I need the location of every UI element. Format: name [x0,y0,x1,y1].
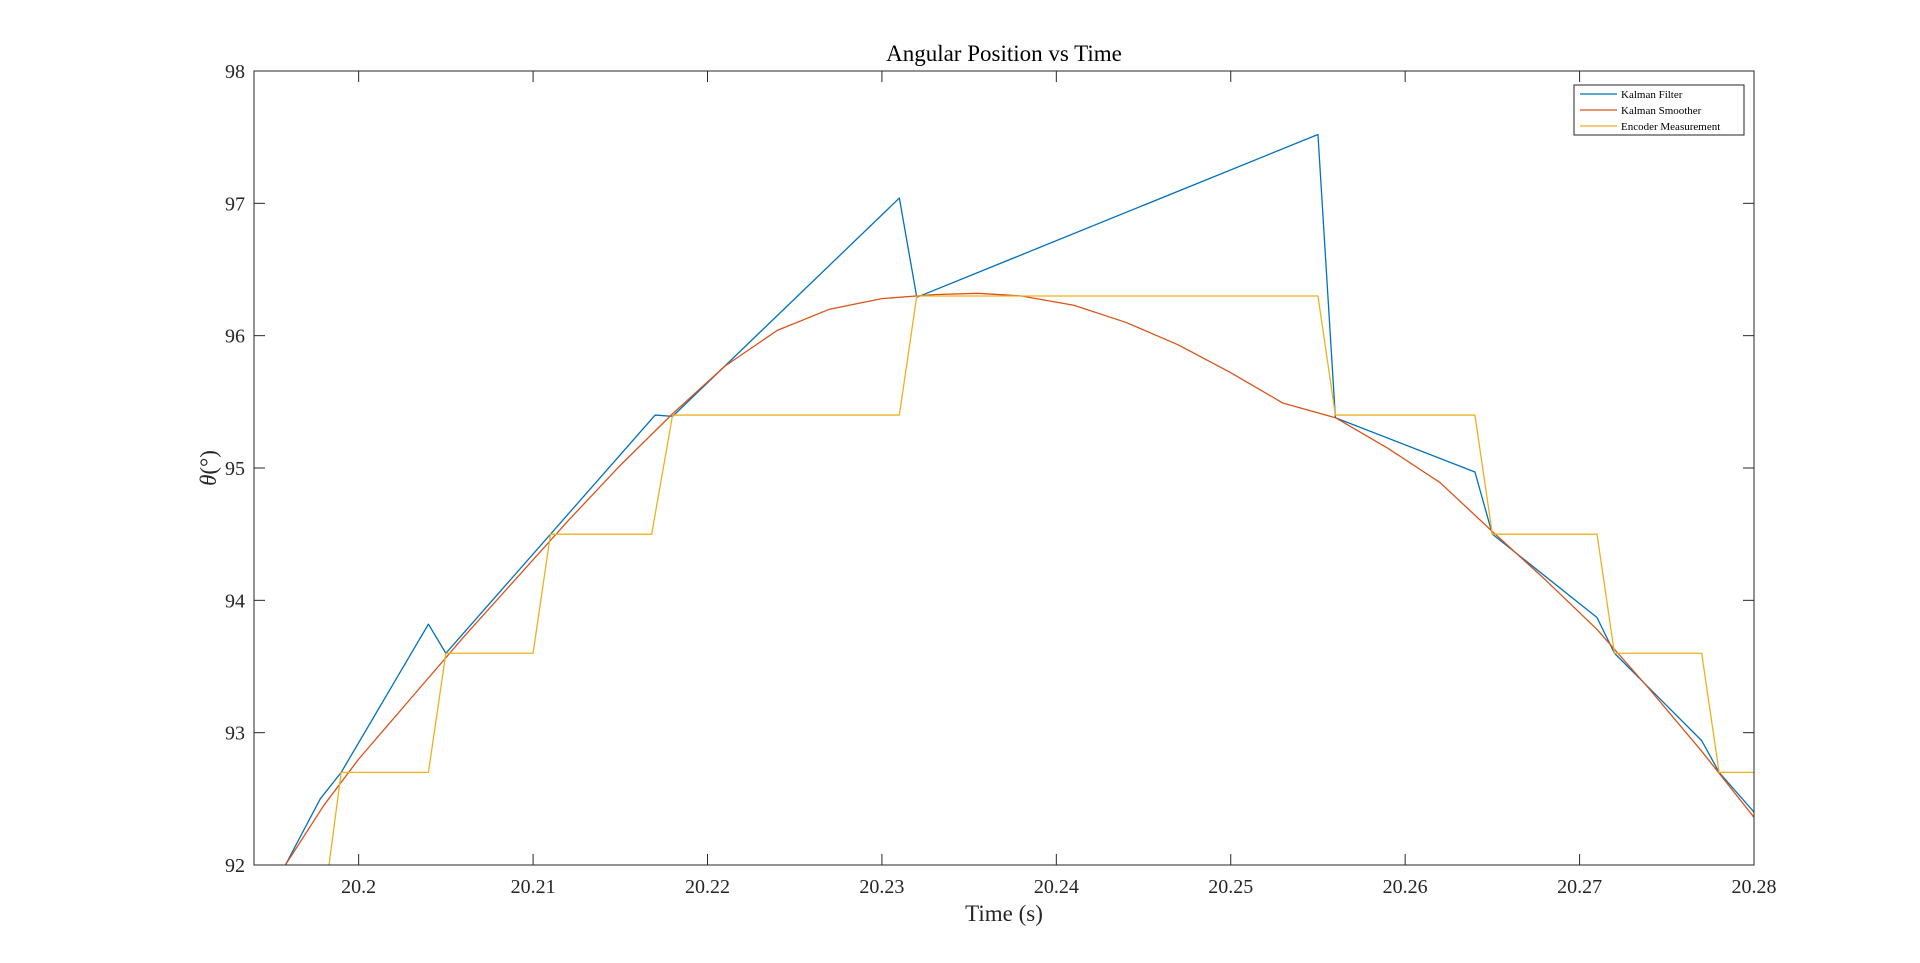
series-line-kalman-smoother [284,292,1754,865]
x-tick-label: 20.28 [1732,876,1777,898]
x-tick-label: 20.2 [341,876,376,898]
y-tick-label: 96 [225,326,245,348]
series-line-encoder-measurement [328,295,1754,865]
x-tick-label: 20.22 [685,876,730,898]
legend-label-kalman-filter: Kalman Filter [1621,89,1683,101]
x-tick-label: 20.24 [1034,876,1079,898]
y-tick-label: 95 [225,458,245,480]
x-tick-label: 20.25 [1208,876,1253,898]
x-tick-label: 20.26 [1383,876,1428,898]
y-tick-label: 97 [225,193,245,215]
y-tick-label: 92 [225,855,245,877]
x-tick-label: 20.27 [1557,876,1602,898]
y-axis-title-unit: (°) [196,450,221,475]
legend-label-kalman-smoother: Kalman Smoother [1621,105,1702,117]
ticks-layer: 20.2 20.21 20.22 20.23 20.24 20.25 20.26 20.27 2… [225,61,1777,898]
plot-area [254,71,1754,865]
chart-title: Angular Position vs Time [886,41,1122,66]
plot-frame [253,70,1755,866]
y-tick-label: 98 [225,61,245,83]
x-tick-label: 20.21 [511,876,556,898]
legend: Kalman Filter Kalman Smoother Encoder Me… [1573,84,1745,136]
legend-label-encoder-measurement: Encoder Measurement [1621,121,1720,133]
series-layer [284,133,1754,865]
y-axis-title: θ(°) [196,450,221,486]
y-tick-label: 93 [225,723,245,745]
legend-entry-kalman-smoother: Kalman Smoother [1580,105,1702,117]
x-axis-title: Time (s) [965,901,1043,926]
legend-entry-kalman-filter: Kalman Filter [1580,89,1683,101]
legend-entry-encoder-measurement: Encoder Measurement [1580,121,1720,133]
y-axis-title-symbol: θ [196,475,221,486]
y-tick-label: 94 [225,590,245,612]
x-tick-label: 20.23 [859,876,904,898]
